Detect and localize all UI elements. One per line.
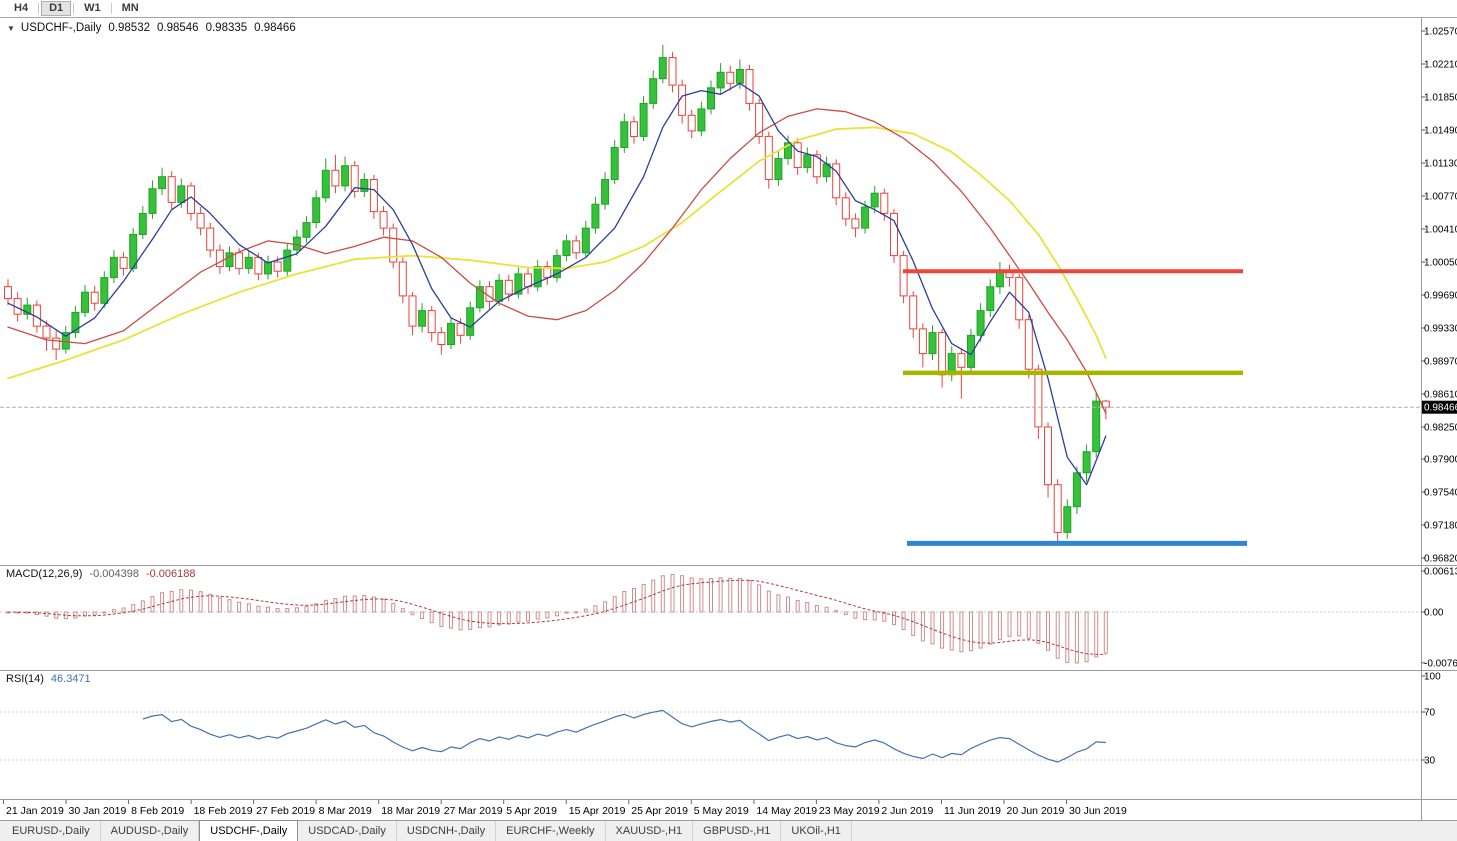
price-axis-label: 1.01490 [1424,126,1457,137]
ohlc-high: 0.98546 [157,22,199,34]
date-axis-label: 2 Jun 2019 [881,805,933,817]
price-axis-label: 0.98610 [1424,390,1457,401]
macd-indicator-label: MACD(12,26,9) -0.004398 -0.006188 [6,568,196,580]
macd-label-text: MACD(12,26,9) [6,568,83,580]
current-price-badge-text: 0.98466 [1424,403,1457,414]
tab-gbpusd-h1[interactable]: GBPUSD-,H1 [693,821,782,841]
price-axis-label: 0.96820 [1424,554,1457,565]
price-axis-label: 1.02570 [1424,27,1457,38]
rsi-indicator-label: RSI(14) 46.3471 [6,673,91,685]
price-axis-label: 0.99330 [1424,324,1457,335]
tab-audusd-daily[interactable]: AUDUSD-,Daily [101,821,200,841]
ohlc-open: 0.98532 [108,22,150,34]
macd-series [0,574,1421,664]
tab-xauusd-h1[interactable]: XAUUSD-,H1 [606,821,694,841]
price-axis-label: 0.97180 [1424,521,1457,532]
period-button-w1[interactable]: W1 [84,2,101,14]
toolbar-separator [38,3,40,14]
toolbar-separator [73,3,75,14]
date-axis-label: 15 Apr 2019 [569,805,626,817]
period-toolbar: H4 D1 W1 MN [0,0,1457,18]
date-axis[interactable]: 21 Jan 2019 30 Jan 2019 8 Feb 2019 18 Feb 2… [3,800,1127,817]
rsi-value: 46.3471 [50,673,91,685]
date-axis-label: 20 Jun 2019 [1007,805,1065,817]
current-price-badge [1422,400,1457,414]
tab-ukoil-h1[interactable]: UKOil-,H1 [781,821,852,841]
rsi-axis: 100 70 30 [1421,672,1441,767]
rsi-series [0,709,1421,763]
date-axis-label: 18 Mar 2019 [381,805,440,817]
candlestick-series [4,44,1110,544]
chart-title: ▼ USDCHF-,Daily 0.98532 0.98546 0.98335 … [7,22,296,34]
date-axis-label: 8 Mar 2019 [319,805,372,817]
date-axis-label: 8 Feb 2019 [131,805,184,817]
rsi-label-text: RSI(14) [6,673,44,685]
price-axis-label: 1.01130 [1424,159,1457,170]
macd-signal-value: -0.006188 [145,568,196,580]
ma-line-fast-blue [7,82,1107,486]
date-axis-label: 14 May 2019 [756,805,817,817]
date-axis-label: 30 Jan 2019 [69,805,127,817]
toolbar-separator [110,3,112,14]
period-button-h4[interactable]: H4 [14,2,29,14]
period-button-mn[interactable]: MN [121,2,139,14]
workspace-tabbar: EURUSD-,Daily AUDUSD-,Daily USDCHF-,Daily U… [0,820,1457,841]
ma-line-medium-red [7,108,1107,414]
date-axis-label: 27 Mar 2019 [444,805,503,817]
date-axis-label: 21 Jan 2019 [6,805,64,817]
chart-plot-area[interactable] [0,18,1421,799]
price-axis-label: 1.02210 [1424,60,1457,71]
date-axis-label: 18 Feb 2019 [194,805,253,817]
macd-main-value: -0.004398 [89,568,139,580]
rsi-axis-label: 70 [1424,708,1436,719]
price-axis-label: 1.01850 [1424,93,1457,104]
date-axis-label: 30 Jun 2019 [1069,805,1127,817]
date-axis-label: 23 May 2019 [819,805,880,817]
date-axis-label: 11 Jun 2019 [944,805,1001,817]
price-axis-label: 1.00410 [1424,225,1457,236]
price-axis-label: 0.98970 [1424,357,1457,368]
tab-eurusd-daily[interactable]: EURUSD-,Daily [2,821,101,841]
chart-canvas[interactable]: 1.02570 1.02210 1.01850 1.01490 1.01130 1.007… [0,0,1457,821]
chart-symbol-label: USDCHF-,Daily [20,22,102,34]
tab-usdcnh-daily[interactable]: USDCNH-,Daily [397,821,497,841]
price-axis-label: 0.97900 [1424,455,1457,466]
macd-axis-label: 0.00613 [1424,567,1457,578]
date-axis-label: 5 Apr 2019 [506,805,557,817]
price-axis-label: 0.98250 [1424,423,1457,434]
rsi-axis-label: 100 [1424,672,1441,683]
tab-usdchf-daily[interactable]: USDCHF-,Daily [199,820,299,841]
price-axis-label: 1.00770 [1424,192,1457,203]
price-axis-label: 0.97540 [1424,488,1457,499]
ohlc-low: 0.98335 [205,22,248,34]
price-axis-label: 1.00050 [1424,258,1457,269]
tab-eurchf-weekly[interactable]: EURCHF-,Weekly [496,821,606,841]
macd-axis-label: 0.00 [1424,608,1444,619]
ma-line-slow-yellow [7,126,1107,380]
rsi-axis-label: 30 [1424,756,1436,767]
date-axis-label: 25 Apr 2019 [631,805,688,817]
tab-usdcad-daily[interactable]: USDCAD-,Daily [298,821,397,841]
price-axis-label: 0.99690 [1424,291,1457,302]
price-axis[interactable]: 1.02570 1.02210 1.01850 1.01490 1.01130 1.007… [1421,27,1457,565]
period-button-d1[interactable]: D1 [41,1,72,16]
date-axis-label: 27 Feb 2019 [256,805,315,817]
date-axis-label: 5 May 2019 [694,805,749,817]
ohlc-close: 0.98466 [254,22,296,34]
chart-dropdown-icon[interactable]: ▼ [7,23,15,33]
